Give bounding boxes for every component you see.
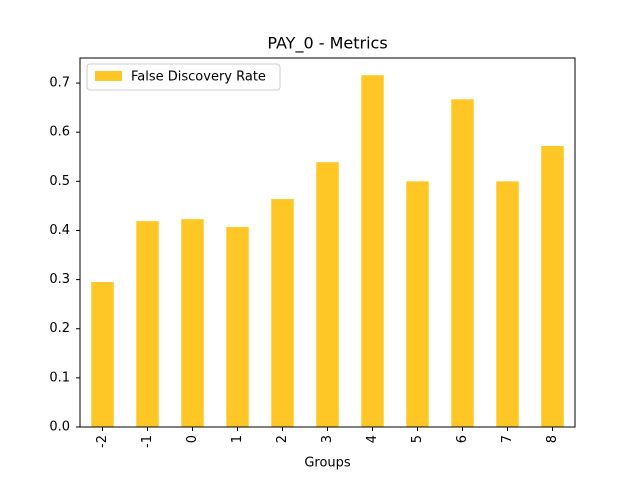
legend-label: False Discovery Rate bbox=[131, 70, 266, 85]
bar bbox=[226, 227, 249, 427]
bar bbox=[406, 181, 429, 427]
bar bbox=[361, 75, 384, 427]
x-tick-label: -1 bbox=[140, 435, 155, 448]
y-tick-label: 0.3 bbox=[49, 272, 70, 287]
y-tick-label: 0.7 bbox=[49, 76, 70, 91]
plot-frame bbox=[79, 57, 576, 428]
x-tick-label: 1 bbox=[230, 435, 245, 443]
bar bbox=[496, 181, 519, 427]
chart-title: PAY_0 - Metrics bbox=[267, 34, 387, 54]
legend-box bbox=[86, 63, 281, 91]
x-tick-label: 7 bbox=[500, 435, 515, 443]
x-tick-label: 4 bbox=[365, 435, 380, 443]
y-tick-label: 0.1 bbox=[49, 370, 70, 385]
bar bbox=[541, 145, 564, 427]
y-tick-label: 0.6 bbox=[49, 125, 70, 140]
x-tick-label: 8 bbox=[545, 435, 560, 443]
legend-swatch bbox=[95, 71, 122, 81]
x-tick-label: 6 bbox=[455, 435, 470, 443]
bar bbox=[271, 199, 294, 427]
bar bbox=[91, 282, 114, 427]
x-tick-label: 5 bbox=[410, 435, 425, 443]
y-tick-label: 0.2 bbox=[49, 321, 70, 336]
x-tick-label: -2 bbox=[95, 435, 110, 448]
bar bbox=[136, 221, 159, 427]
bar bbox=[316, 162, 339, 428]
y-tick-label: 0.5 bbox=[49, 174, 70, 189]
x-axis-label: Groups bbox=[304, 456, 351, 471]
x-tick-label: 3 bbox=[320, 435, 335, 443]
bar bbox=[451, 99, 474, 427]
y-tick-label: 0.4 bbox=[49, 223, 70, 238]
bar bbox=[181, 219, 204, 427]
x-tick-label: 2 bbox=[275, 435, 290, 443]
x-tick-label: 0 bbox=[185, 435, 200, 443]
y-tick-label: 0.0 bbox=[49, 420, 70, 435]
